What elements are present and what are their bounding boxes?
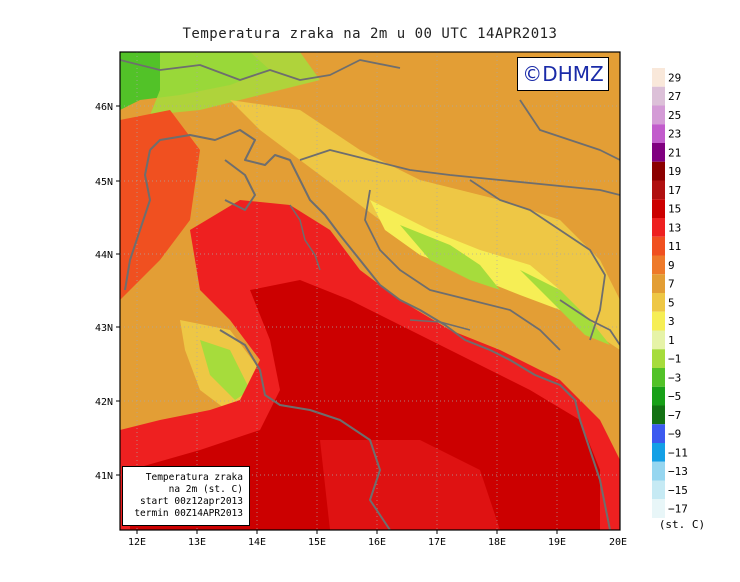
lon-label-14e: 14E <box>248 537 266 548</box>
legend-swatch <box>652 443 665 462</box>
legend-label: −1 <box>668 353 681 366</box>
border-austria-slovenia <box>120 59 401 81</box>
legend-label: 15 <box>668 203 681 216</box>
legend-label: 5 <box>668 296 675 309</box>
legend-label: 27 <box>668 90 681 103</box>
legend-swatch <box>652 405 665 425</box>
legend-swatch <box>652 330 665 350</box>
lon-label-20e: 20E <box>609 537 627 548</box>
legend-label: 23 <box>668 128 681 141</box>
field-gargano-cool <box>200 340 250 400</box>
legend-label: 19 <box>668 165 681 178</box>
legend-swatch <box>652 274 665 293</box>
legend-swatch <box>652 368 665 387</box>
legend-label: −5 <box>668 390 681 403</box>
info-line-3: start 00z12apr2013 <box>140 496 243 507</box>
map-frame <box>119 51 621 531</box>
legend-unit: (st. C) <box>659 518 705 531</box>
legend-label: 13 <box>668 221 681 234</box>
coastline-east-adriatic <box>149 129 611 530</box>
lat-label-41n: 41N <box>95 471 113 482</box>
legend-label: 1 <box>668 334 675 347</box>
legend-swatch <box>652 124 665 143</box>
lat-label-45n: 45N <box>95 177 113 188</box>
legend-label: −15 <box>668 484 688 497</box>
border-croatia-north <box>299 149 620 196</box>
field-dinaric-mild <box>230 100 620 350</box>
legend-swatch <box>652 161 665 181</box>
lat-label-44n: 44N <box>95 250 113 261</box>
legend-label: 9 <box>668 259 675 272</box>
color-legend: 29 27 25 23 21 19 17 15 13 11 9 7 5 3 1 −1 −3 −5 −7 −9 −11 −1… <box>652 68 688 518</box>
legend-label: 29 <box>668 71 681 84</box>
islands-kvarner <box>289 204 321 271</box>
field-dinaric-cold <box>400 225 500 290</box>
lat-label-42n: 42N <box>95 397 113 408</box>
temperature-field <box>120 52 620 530</box>
info-line-1: Temperatura zraka <box>145 472 243 483</box>
lon-label-18e: 18E <box>488 537 506 548</box>
lat-label-46n: 46N <box>95 102 113 113</box>
legend-label: 11 <box>668 240 681 253</box>
legend-swatch <box>652 293 665 312</box>
legend-swatch <box>652 424 665 443</box>
lon-label-17e: 17E <box>428 537 446 548</box>
field-italy-warm <box>120 110 200 300</box>
legend-label: −17 <box>668 503 688 516</box>
legend-swatch <box>652 68 665 87</box>
legend-swatch <box>652 199 665 218</box>
info-line-2: na 2m (st. C) <box>168 484 243 495</box>
legend-swatch <box>652 499 665 518</box>
coastline-istria <box>224 159 256 211</box>
legend-label: −9 <box>668 428 681 441</box>
coastline-italy-south <box>219 329 391 530</box>
legend-swatch <box>652 255 665 275</box>
map-title: Temperatura zraka na 2m u 00 UTC 14APR20… <box>182 26 558 42</box>
border-montenegro <box>559 299 620 346</box>
dhmz-logo: ©DHMZ <box>517 57 609 91</box>
lon-axis: 12E 13E 14E 15E 16E 17E 18E 19E 20E <box>128 530 627 548</box>
lon-label-19e: 19E <box>548 537 566 548</box>
info-line-4: termin 00Z14APR2013 <box>134 508 243 519</box>
legend-label: 25 <box>668 109 681 122</box>
legend-swatch <box>652 461 665 481</box>
lon-label-15e: 15E <box>308 537 326 548</box>
legend-swatch <box>652 386 665 406</box>
lon-label-12e: 12E <box>128 537 146 548</box>
field-dinaric-cool <box>370 200 580 320</box>
legend-swatch <box>652 218 665 237</box>
legend-swatch <box>652 236 665 256</box>
legend-label: −7 <box>668 409 681 422</box>
lat-axis: 46N 45N 44N 43N 42N 41N <box>95 102 120 482</box>
lon-label-16e: 16E <box>368 537 386 548</box>
border-bosnia-west <box>364 189 561 351</box>
legend-label: −13 <box>668 465 688 478</box>
legend-swatch <box>652 143 665 162</box>
legend-swatch <box>652 86 665 106</box>
field-sea-patch <box>320 440 500 530</box>
legend-swatch <box>652 480 665 500</box>
legend-label: 21 <box>668 146 681 159</box>
legend-swatch <box>652 105 665 125</box>
legend-label: −3 <box>668 371 681 384</box>
coastline-italy-north <box>124 149 151 291</box>
coastlines <box>120 59 620 530</box>
islands-dalmatia <box>409 319 471 331</box>
legend-label: 17 <box>668 184 681 197</box>
lon-label-13e: 13E <box>188 537 206 548</box>
legend-swatch <box>652 349 665 368</box>
legend-label: 7 <box>668 278 675 291</box>
border-bosnia-east <box>469 179 606 341</box>
info-box: Temperatura zraka na 2m (st. C) start 00… <box>122 466 250 526</box>
legend-swatch <box>652 180 665 200</box>
lat-label-43n: 43N <box>95 323 113 334</box>
field-montenegro-cold <box>520 270 610 345</box>
field-alps-cool <box>150 52 320 115</box>
legend-label: 3 <box>668 315 675 328</box>
border-hungary <box>519 99 620 161</box>
legend-swatch <box>652 311 665 331</box>
legend-label: −11 <box>668 446 688 459</box>
